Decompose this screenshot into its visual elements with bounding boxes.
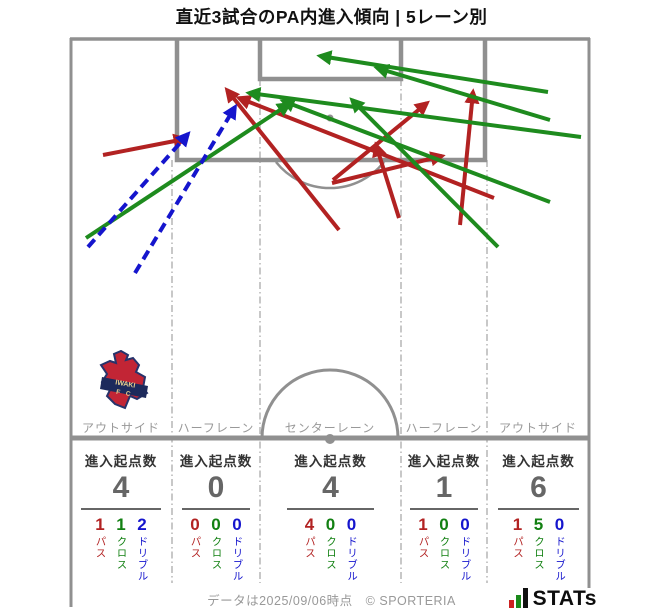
cross-arrow [349,97,500,249]
crest-text-2: F C [116,389,133,399]
goal-area [257,39,404,82]
origin-count-label: 進入起点数 [502,454,575,469]
pass-count: 1 [512,515,523,534]
cross-label: クロス [325,536,337,571]
data-source-note: データは2025/09/06時点 © SPORTERIA [207,594,456,608]
lane-label-center: センターレーン [284,421,376,435]
cross-label: クロス [115,536,128,571]
dribble-label: ドリブル [459,536,472,582]
lane-label-outside-left: アウトサイド [81,421,160,435]
center-spot [325,434,335,444]
stat-separator [286,508,375,510]
pass-count: 4 [304,515,315,534]
origin-count-value: 6 [530,471,547,504]
pass-label: パス [512,536,524,559]
page-title: 直近3試合のPA内進入傾向 | 5レーン別 [175,7,488,27]
stats-column-half-left: 進入起点数 0 0 パス 0 クロス 0 ドリブル [172,441,260,583]
cross-arrow [373,64,551,122]
cross-label: クロス [438,536,451,571]
pass-label: パス [304,536,316,559]
pass-count: 1 [95,515,105,534]
pass-arrow [458,88,480,226]
stats-column-half-right: 進入起点数 1 1 パス 0 クロス 0 ドリブル [401,441,487,583]
pass-arrow [224,87,341,232]
dribble-arrow [133,103,237,275]
cross-label: クロス [533,536,545,571]
dribble-count: 0 [554,515,565,534]
dribble-count: 0 [346,515,357,534]
dribble-count: 0 [232,515,242,534]
stat-separator [81,508,161,510]
stats-column-center: 進入起点数 4 4 パス 0 クロス 0 ドリブル [260,441,401,583]
pass-label: パス [94,536,107,559]
pass-count: 1 [418,515,428,534]
pass-label: パス [189,536,202,559]
stat-separator [498,508,579,510]
entry-arrows [84,50,582,275]
origin-count-label: 進入起点数 [84,454,158,469]
origin-count-value: 1 [435,471,453,504]
cross-count: 0 [211,515,221,534]
stat-separator [181,508,251,510]
pass-arrow [102,133,189,157]
cross-arrow [84,101,293,240]
dribble-label: ドリブル [346,536,358,582]
cross-count: 0 [439,515,449,534]
cross-arrow [279,97,551,204]
lane-label-half-right: ハーフレーン [405,421,483,435]
dribble-label: ドリブル [136,536,149,582]
cross-arrow [245,86,582,139]
stats-logo-text: STATs [532,587,597,610]
cross-label: クロス [210,536,223,571]
dribble-arrow [86,131,191,249]
pass-count: 0 [190,515,200,534]
origin-count-label: 進入起点数 [179,454,253,469]
stats-column-outside-left: 進入起点数 4 1 パス 1 クロス 2 ドリブル [70,441,172,583]
stats-column-outside-right: 進入起点数 6 1 パス 5 クロス 0 ドリブル [487,441,590,583]
cross-count: 0 [325,515,336,534]
lane-label-half-left: ハーフレーン [177,421,255,435]
origin-count-value: 4 [112,471,130,504]
origin-count-label: 進入起点数 [294,454,367,469]
cross-arrow [316,50,549,94]
crest-text-1: IWAKI [115,379,136,389]
dribble-label: ドリブル [231,536,244,582]
center-circle [260,368,400,439]
lane-label-outside-right: アウトサイド [498,421,577,435]
stats-logo: STATs [502,587,597,610]
dribble-label: ドリブル [554,536,566,582]
crest-band [100,377,148,398]
origin-count-value: 0 [207,471,225,504]
dribble-count: 0 [460,515,470,534]
pass-arrow [372,141,401,219]
dribble-count: 2 [137,515,147,534]
cross-count: 1 [116,515,126,534]
pass-arrow [331,151,446,185]
origin-count-value: 4 [322,471,339,504]
stat-separator [410,508,478,510]
origin-count-label: 進入起点数 [407,454,481,469]
pass-label: パス [417,536,430,559]
cross-count: 5 [533,515,544,534]
lane-stats-strip: 進入起点数 4 1 パス 1 クロス 2 ドリブル 進入起点数 0 0 パス 0 クロス … [70,441,590,583]
bar-chart-icon [508,588,528,608]
iwaki-fc-crest: IWAKI F C [99,350,149,410]
